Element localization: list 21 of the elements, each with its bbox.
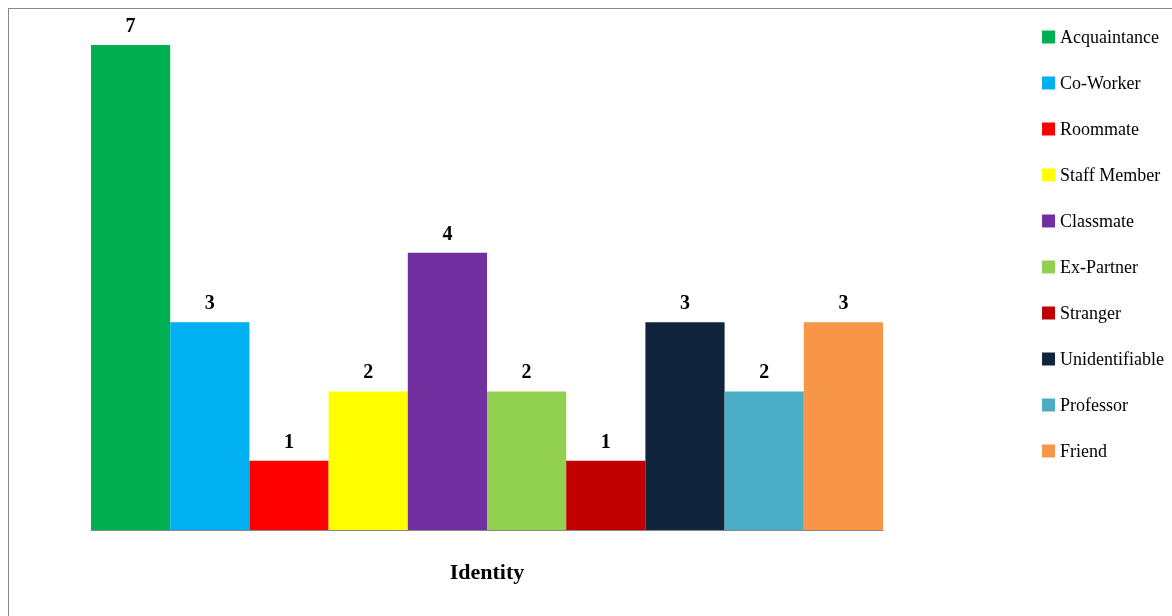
- data-label: 4: [442, 221, 453, 244]
- data-label: 2: [759, 360, 770, 383]
- legend-label: Unidentifiable: [1060, 349, 1165, 369]
- data-label: 3: [838, 291, 849, 314]
- legend-label: Ex-Partner: [1060, 257, 1139, 277]
- legend-label: Stranger: [1060, 303, 1122, 323]
- data-label: 7: [125, 14, 136, 36]
- data-label: 1: [284, 429, 294, 452]
- data-label: 1: [600, 429, 611, 452]
- x-axis-title: Identity: [449, 558, 525, 584]
- data-label: 2: [363, 360, 374, 383]
- legend-label: Classmate: [1060, 211, 1135, 231]
- legend-label: Acquaintance: [1060, 27, 1159, 47]
- legend-label: Co-Worker: [1060, 73, 1141, 93]
- legend-label: Roommate: [1060, 119, 1140, 139]
- legend-label: Staff Member: [1060, 165, 1161, 185]
- data-label: 3: [204, 291, 215, 314]
- legend-label: Professor: [1060, 395, 1129, 415]
- data-label: 2: [521, 360, 532, 383]
- legend-label: Friend: [1060, 441, 1108, 461]
- data-label: 3: [680, 291, 690, 314]
